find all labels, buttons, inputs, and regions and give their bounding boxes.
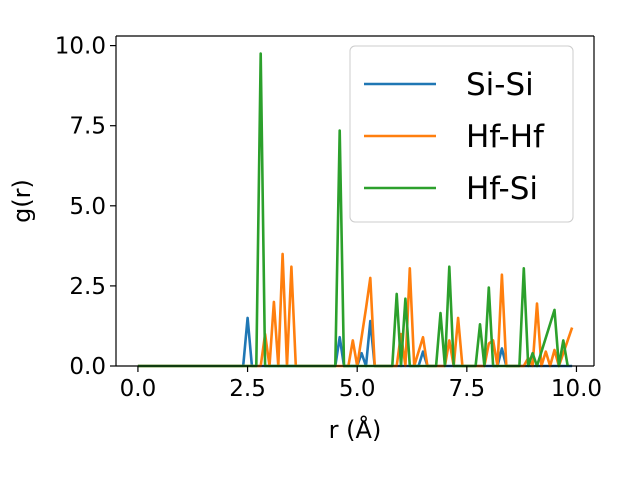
x-tick-label: 10.0 bbox=[551, 376, 602, 402]
x-tick-label: 5.0 bbox=[339, 376, 376, 402]
y-tick-label: 2.5 bbox=[69, 274, 106, 300]
legend-label-hf-hf: Hf-Hf bbox=[466, 119, 545, 155]
legend-label-si-si: Si-Si bbox=[466, 67, 534, 103]
axes-layer bbox=[115, 35, 595, 367]
x-tick-label: 2.5 bbox=[229, 376, 266, 402]
y-tick-label: 10.0 bbox=[55, 34, 106, 60]
x-tick-label: 0.0 bbox=[120, 376, 157, 402]
x-axis-label: r (Å) bbox=[329, 415, 382, 444]
y-tick-label: 0.0 bbox=[69, 354, 106, 380]
series-line-hf-si bbox=[137, 52, 569, 368]
legend: Si-Si Hf-Hf Hf-Si bbox=[349, 45, 574, 223]
legend-box bbox=[349, 45, 574, 223]
y-axis-label: g(r) bbox=[8, 179, 36, 223]
y-tick-label: 7.5 bbox=[69, 114, 106, 140]
x-tick-label: 7.5 bbox=[449, 376, 486, 402]
legend-label-hf-si: Hf-Si bbox=[466, 171, 538, 207]
ticks-layer: 0.0 2.5 5.0 7.5 10.0 0.0 2.5 5.0 7.5 10.0 bbox=[55, 34, 602, 402]
y-tick-label: 5.0 bbox=[69, 194, 106, 220]
